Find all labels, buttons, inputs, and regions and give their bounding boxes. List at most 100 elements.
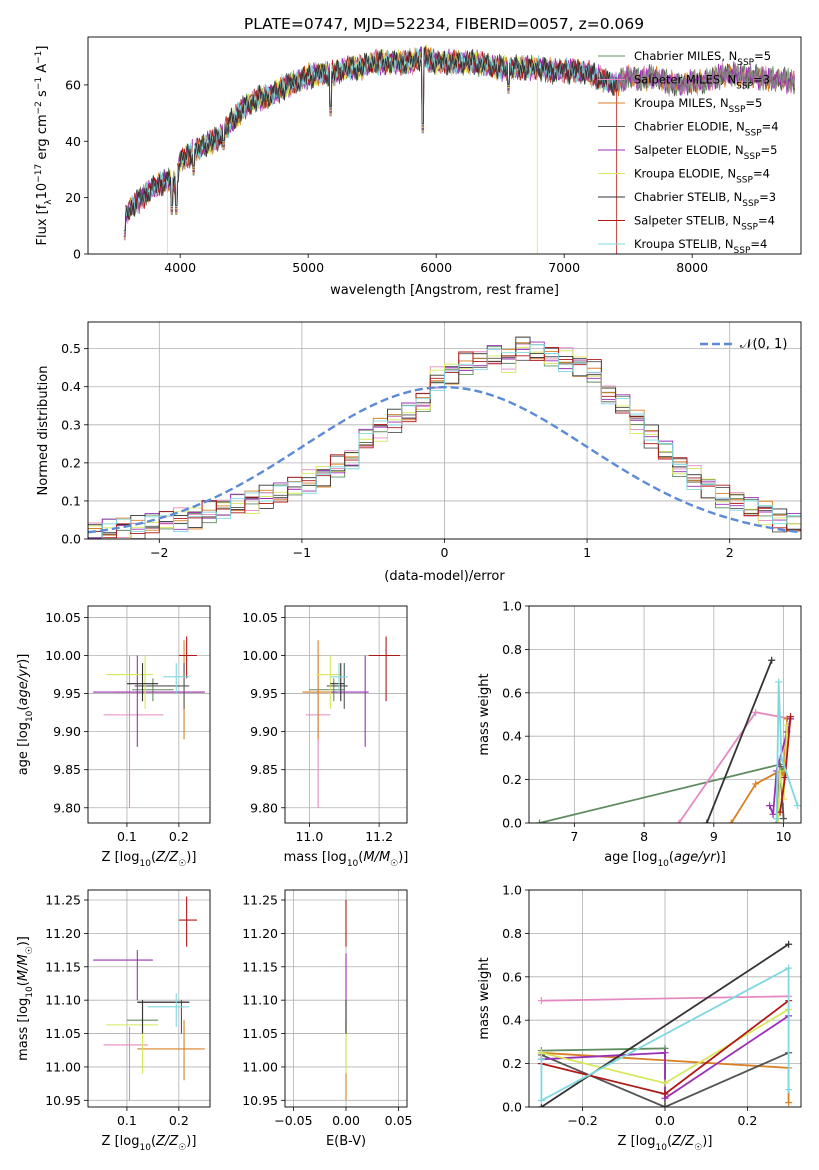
y-tick-label: 0.5: [61, 341, 81, 356]
legend-entry: Salpeter STELIB, NSSP=4: [634, 214, 775, 233]
weight-marker: [785, 964, 793, 972]
y-tick-label: 0.8: [502, 926, 522, 941]
weight-marker: [537, 1096, 545, 1104]
figure-title: PLATE=0747, MJD=52234, FIBERID=0057, z=0…: [244, 15, 644, 33]
y-tick-label: 1.0: [502, 599, 522, 614]
errorbar-point: [106, 655, 153, 709]
x-axis-label: Z [log10(Z/Z☉)]: [618, 1134, 713, 1153]
axes: −0.05 0.00 0.05 10.95 11.00 11.05 11.10 11.15 11…: [242, 889, 413, 1149]
y-tick-label: 10.95: [242, 1093, 278, 1108]
y-tick-label: 11.25: [242, 893, 278, 908]
weight-marker: [773, 815, 781, 823]
y-tick-label: 11.05: [45, 1026, 81, 1041]
x-tick-label: 4000: [164, 260, 196, 275]
y-tick-label: 9.90: [250, 724, 278, 739]
weight-marker: [675, 819, 683, 823]
x-tick-label: 0.1: [117, 1113, 137, 1128]
y-tick-label: 9.80: [53, 800, 81, 815]
axes-frame: [284, 605, 408, 824]
x-axis-label: mass [log10(M/M☉)]: [284, 850, 409, 869]
x-tick-label: 10: [776, 829, 792, 844]
errorbar-point: [103, 1026, 148, 1101]
y-tick-label: 0.3: [61, 417, 81, 432]
y-tick-label: 9.95: [53, 686, 81, 701]
weight-marker: [727, 819, 735, 823]
weight-line: [539, 763, 785, 823]
weight-marker: [661, 1090, 669, 1098]
legend-entry: Kroupa ELODIE, NSSP=4: [634, 167, 770, 186]
weight-line: [541, 1015, 790, 1100]
weight-marker: [535, 819, 543, 823]
weight-marker: [775, 678, 783, 686]
y-tick-label: 11.00: [242, 1059, 278, 1074]
axes: 7 8 9 10 0.0 0.2 0.4 0.6 0.8 1.0 age [log10(age/yr…: [477, 599, 802, 869]
weight-marker: [776, 808, 784, 816]
weight-series: [773, 678, 801, 823]
weight-marker: [777, 754, 785, 762]
spectrum-line: [123, 46, 618, 254]
y-tick-label: 9.80: [250, 800, 278, 815]
weight-series: [537, 964, 793, 1104]
y-tick-label: 11.00: [45, 1059, 81, 1074]
axes: 4000 5000 6000 7000 8000 0 20 40 60 wavelength [A…: [34, 36, 802, 298]
plot-area: [535, 656, 801, 823]
panel-mass_weight_vs_Z: −0.2 0.0 0.2 0.0 0.2 0.4 0.6 0.8 1.0 Z [log10(Z/Z…: [477, 883, 802, 1153]
panel-spectrum: 4000 5000 6000 7000 8000 0 20 40 60 wavelength [A…: [34, 36, 802, 298]
weight-marker: [774, 819, 782, 823]
plot-area: [302, 636, 401, 808]
y-tick-label: 11.10: [45, 993, 81, 1008]
y-tick-label: 0.1: [61, 493, 81, 508]
axes-frame: [528, 605, 802, 824]
y-axis-label: Normed distribution: [36, 366, 51, 496]
x-tick-label: 5000: [292, 260, 324, 275]
x-tick-label: 2: [726, 545, 734, 560]
y-tick-label: 11.25: [45, 893, 81, 908]
plot-area: [93, 896, 205, 1101]
x-axis-label: wavelength [Angstrom, rest frame]: [330, 283, 559, 298]
x-axis-label: age [log10(age/yr)]: [604, 850, 726, 869]
errorbar-point: [330, 655, 369, 747]
x-tick-label: 11.2: [365, 829, 393, 844]
y-tick-label: 11.15: [45, 959, 81, 974]
legend-entry: Chabrier ELODIE, NSSP=4: [634, 120, 779, 139]
y-tick-label: 0.2: [61, 455, 81, 470]
y-tick-label: 1.0: [502, 883, 522, 898]
plot-area: [93, 636, 205, 808]
spectrum-line: [123, 47, 618, 233]
x-tick-label: −0.05: [274, 1113, 312, 1128]
y-axis-label: mass weight: [477, 957, 492, 1039]
plot-area: [123, 44, 795, 254]
y-tick-label: 11.05: [242, 1026, 278, 1041]
panel-mass_vs_EBV: −0.05 0.00 0.05 10.95 11.00 11.05 11.10 11.15 11…: [242, 889, 413, 1149]
weight-marker: [537, 1103, 545, 1107]
errorbar-point: [316, 655, 341, 709]
axes: −2 −1 0 1 2 0.0 0.1 0.2 0.3 0.4 0.5 (data-model)/er…: [36, 321, 802, 584]
y-tick-label: 10.00: [242, 648, 278, 663]
grid-lines: [88, 890, 210, 1107]
y-tick-label: 10.95: [45, 1093, 81, 1108]
y-tick-label: 11.20: [45, 926, 81, 941]
errorbar-point: [93, 655, 205, 747]
x-tick-label: 0.0: [655, 1113, 675, 1128]
weight-marker: [785, 940, 793, 948]
weight-marker: [537, 997, 545, 1005]
legend: 𝒩(0, 1): [700, 337, 787, 352]
x-axis-label: Z [log10(Z/Z☉)]: [102, 850, 197, 869]
axes: 0.1 0.2 9.80 9.85 9.90 9.95 10.00 10.05 Z [log10…: [16, 605, 211, 869]
y-tick-label: 11.15: [242, 959, 278, 974]
weight-series: [703, 656, 776, 823]
x-tick-label: 7000: [548, 260, 580, 275]
y-tick-label: 10.05: [45, 610, 81, 625]
x-tick-label: 0.2: [169, 829, 189, 844]
weight-line: [705, 659, 773, 823]
weight-marker: [703, 819, 711, 823]
weight-marker: [661, 1103, 669, 1107]
legend-entry: Kroupa STELIB, NSSP=4: [634, 237, 767, 256]
x-tick-label: 0.2: [169, 1113, 189, 1128]
errorbar-point: [137, 1000, 190, 1034]
y-tick-label: 0: [73, 247, 81, 262]
x-tick-label: 0.2: [737, 1113, 757, 1128]
y-axis-label: Flux [fλ10−17 erg cm−2 s−1 A−1]: [34, 46, 54, 246]
errorbar-point: [330, 663, 345, 702]
